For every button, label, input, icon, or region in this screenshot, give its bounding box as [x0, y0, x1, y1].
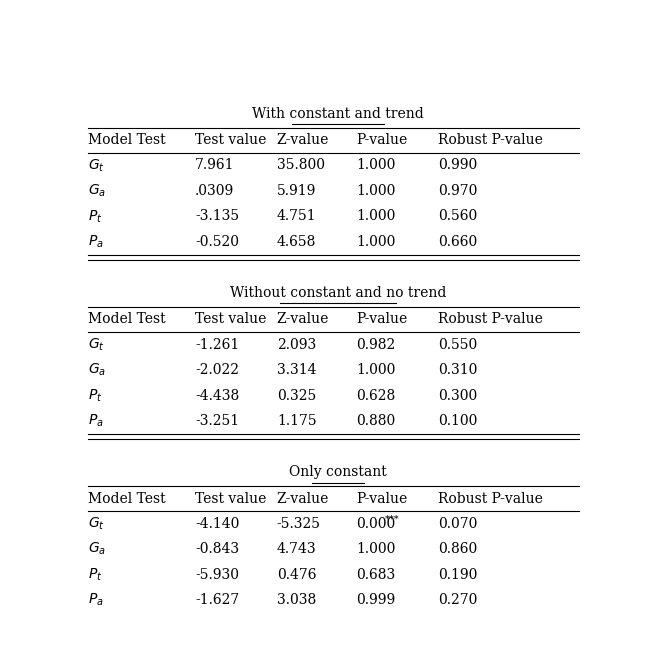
Text: 1.000: 1.000 — [356, 235, 395, 249]
Text: 4.743: 4.743 — [277, 542, 317, 556]
Text: 4.751: 4.751 — [277, 210, 317, 223]
Text: 0.476: 0.476 — [277, 568, 316, 581]
Text: 0.970: 0.970 — [438, 184, 477, 198]
Text: Z-value: Z-value — [277, 133, 329, 147]
Text: 3.038: 3.038 — [277, 593, 316, 607]
Text: 1.000: 1.000 — [356, 210, 395, 223]
Text: Test value: Test value — [195, 492, 267, 506]
Text: Test value: Test value — [195, 133, 267, 147]
Text: Model Test: Model Test — [88, 312, 165, 326]
Text: 0.982: 0.982 — [356, 337, 395, 351]
Text: $G_a$: $G_a$ — [88, 362, 106, 378]
Text: 0.300: 0.300 — [438, 389, 477, 402]
Text: .0309: .0309 — [195, 184, 234, 198]
Text: P-value: P-value — [356, 492, 407, 506]
Text: -2.022: -2.022 — [195, 363, 239, 377]
Text: -5.930: -5.930 — [195, 568, 239, 581]
Text: -1.261: -1.261 — [195, 337, 240, 351]
Text: 0.325: 0.325 — [277, 389, 316, 402]
Text: $P_a$: $P_a$ — [88, 413, 104, 429]
Text: 5.919: 5.919 — [277, 184, 316, 198]
Text: -0.843: -0.843 — [195, 542, 239, 556]
Text: With constant and trend: With constant and trend — [252, 107, 424, 121]
Text: $P_a$: $P_a$ — [88, 592, 104, 609]
Text: $G_a$: $G_a$ — [88, 182, 106, 199]
Text: P-value: P-value — [356, 312, 407, 326]
Text: 0.999: 0.999 — [356, 593, 395, 607]
Text: 0.550: 0.550 — [438, 337, 477, 351]
Text: Robust P-value: Robust P-value — [438, 133, 543, 147]
Text: Only constant: Only constant — [289, 465, 387, 479]
Text: Robust P-value: Robust P-value — [438, 492, 543, 506]
Text: $G_a$: $G_a$ — [88, 541, 106, 558]
Text: 7.961: 7.961 — [195, 158, 234, 172]
Text: 0.683: 0.683 — [356, 568, 395, 581]
Text: $G_t$: $G_t$ — [88, 516, 104, 532]
Text: -3.135: -3.135 — [195, 210, 239, 223]
Text: 0.070: 0.070 — [438, 516, 477, 530]
Text: -5.325: -5.325 — [277, 516, 321, 530]
Text: 4.658: 4.658 — [277, 235, 316, 249]
Text: 0.990: 0.990 — [438, 158, 477, 172]
Text: Model Test: Model Test — [88, 492, 165, 506]
Text: 0.660: 0.660 — [438, 235, 477, 249]
Text: P-value: P-value — [356, 133, 407, 147]
Text: 3.314: 3.314 — [277, 363, 316, 377]
Text: Model Test: Model Test — [88, 133, 165, 147]
Text: -4.438: -4.438 — [195, 389, 240, 402]
Text: -4.140: -4.140 — [195, 516, 240, 530]
Text: ***: *** — [385, 514, 400, 524]
Text: 0.190: 0.190 — [438, 568, 477, 581]
Text: 0.860: 0.860 — [438, 542, 477, 556]
Text: 0.880: 0.880 — [356, 414, 395, 428]
Text: $P_a$: $P_a$ — [88, 233, 104, 250]
Text: $G_t$: $G_t$ — [88, 157, 104, 174]
Text: -1.627: -1.627 — [195, 593, 240, 607]
Text: -3.251: -3.251 — [195, 414, 239, 428]
Text: 1.000: 1.000 — [356, 542, 395, 556]
Text: 0.100: 0.100 — [438, 414, 477, 428]
Text: 0.628: 0.628 — [356, 389, 395, 402]
Text: $P_t$: $P_t$ — [88, 208, 102, 225]
Text: Test value: Test value — [195, 312, 267, 326]
Text: 0.000: 0.000 — [356, 516, 395, 530]
Text: 1.175: 1.175 — [277, 414, 317, 428]
Text: $P_t$: $P_t$ — [88, 567, 102, 583]
Text: 0.270: 0.270 — [438, 593, 477, 607]
Text: 35.800: 35.800 — [277, 158, 325, 172]
Text: Without constant and no trend: Without constant and no trend — [230, 286, 446, 300]
Text: Z-value: Z-value — [277, 312, 329, 326]
Text: 0.310: 0.310 — [438, 363, 477, 377]
Text: Z-value: Z-value — [277, 492, 329, 506]
Text: 2.093: 2.093 — [277, 337, 316, 351]
Text: 1.000: 1.000 — [356, 363, 395, 377]
Text: -0.520: -0.520 — [195, 235, 239, 249]
Text: $G_t$: $G_t$ — [88, 336, 104, 353]
Text: 0.560: 0.560 — [438, 210, 477, 223]
Text: 1.000: 1.000 — [356, 184, 395, 198]
Text: Robust P-value: Robust P-value — [438, 312, 543, 326]
Text: 1.000: 1.000 — [356, 158, 395, 172]
Text: $P_t$: $P_t$ — [88, 387, 102, 404]
